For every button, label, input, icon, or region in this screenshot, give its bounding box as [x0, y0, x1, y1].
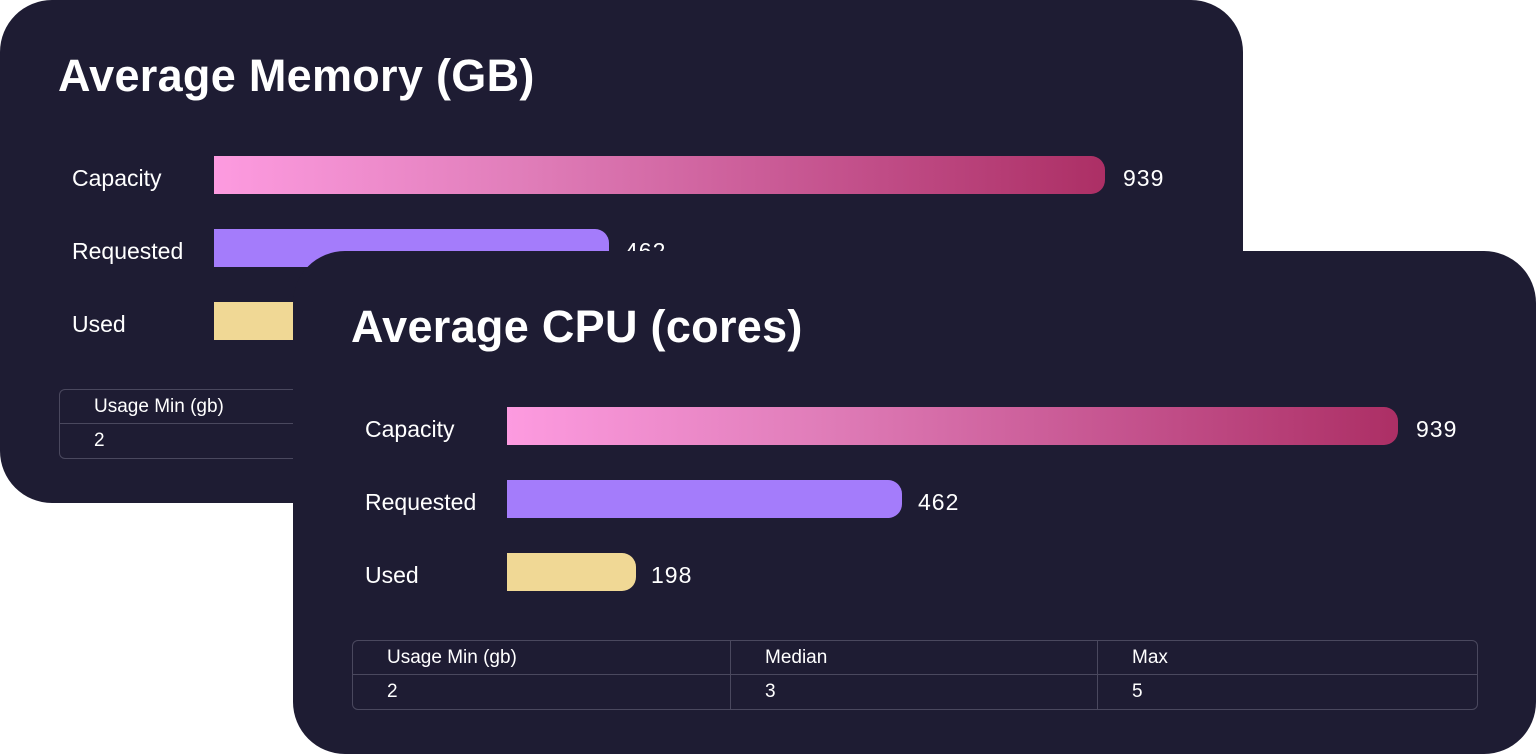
cpu-capacity-bar [507, 407, 1398, 445]
table-value-median: 3 [731, 675, 1098, 709]
memory-capacity-value: 939 [1123, 165, 1165, 191]
table-header-median: Median [731, 641, 1098, 675]
cpu-used-bar [507, 553, 636, 591]
cpu-card-title: Average CPU (cores) [351, 301, 803, 352]
cpu-used-label: Used [365, 562, 419, 588]
cpu-requested-value: 462 [918, 489, 960, 515]
cpu-requested-label: Requested [365, 489, 477, 515]
cpu-used-value: 198 [651, 562, 693, 588]
memory-requested-label: Requested [72, 238, 184, 264]
table-value-max: 5 [1132, 681, 1143, 702]
cpu-capacity-value: 939 [1416, 416, 1458, 442]
cpu-stats-table: Usage Min (gb) Median Max 2 3 5 [352, 640, 1478, 710]
memory-used-label: Used [72, 311, 126, 337]
table-value-min: 2 [353, 675, 731, 709]
memory-capacity-label: Capacity [72, 165, 162, 191]
cpu-capacity-label: Capacity [365, 416, 455, 442]
table-header-max: Max [1098, 641, 1477, 675]
cpu-card: Average CPU (cores) Capacity 939 Request… [293, 251, 1536, 754]
memory-card-title: Average Memory (GB) [58, 50, 535, 101]
memory-capacity-bar [214, 156, 1105, 194]
table-header-min: Usage Min (gb) [353, 641, 731, 675]
cpu-requested-bar [507, 480, 902, 518]
